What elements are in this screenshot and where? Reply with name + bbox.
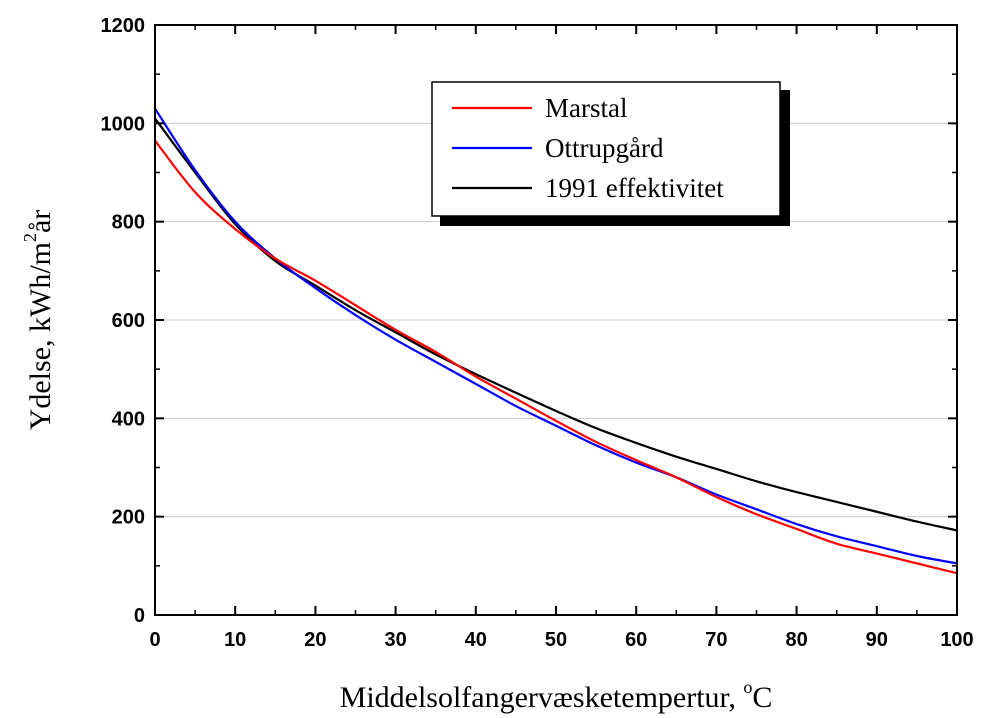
legend-label: 1991 effektivitet: [545, 173, 724, 203]
y-axis-title-sup: 2: [20, 233, 40, 242]
legend-items: Marstal Ottrupgård 1991 effektivitet: [452, 93, 724, 203]
y-axis-title: Ydelse, kWh/m2år: [20, 210, 57, 431]
x-tick-label: 80: [785, 629, 807, 651]
x-tick-label: 20: [304, 629, 326, 651]
legend-label: Marstal: [545, 93, 627, 123]
x-tick-label: 90: [866, 629, 888, 651]
y-tick-label: 400: [112, 408, 145, 430]
series-line-2: [153, 117, 959, 532]
x-tick-label: 0: [149, 629, 160, 651]
x-axis-title-unit-sup: o: [743, 677, 752, 697]
tick-labels: 0 200 400 600 800 1000 1200 0 10 20 30 40 50 60 70 80 90…: [101, 15, 974, 651]
y-tick-label: 0: [134, 605, 145, 627]
y-tick-label: 1200: [101, 15, 146, 37]
y-axis-title-suffix: år: [24, 210, 57, 233]
x-tick-label: 100: [940, 629, 973, 651]
y-tick-label: 600: [112, 310, 145, 332]
x-tick-label: 60: [625, 629, 647, 651]
x-tick-label: 10: [224, 629, 246, 651]
series-lines: [153, 107, 959, 575]
x-axis-title-main: Middelsolfangervæsketempertur,: [340, 681, 744, 714]
axis-ticks: [154, 24, 958, 616]
x-tick-label: 50: [545, 629, 567, 651]
legend-label: Ottrupgård: [545, 133, 664, 163]
y-tick-label: 200: [112, 507, 145, 529]
y-axis-title-main: Ydelse, kWh/m: [24, 242, 57, 430]
x-axis-title-unit: C: [752, 681, 772, 714]
x-tick-label: 40: [465, 629, 487, 651]
legend: Marstal Ottrupgård 1991 effektivitet: [431, 81, 790, 226]
x-tick-label: 30: [384, 629, 406, 651]
x-tick-label: 70: [705, 629, 727, 651]
y-tick-label: 800: [112, 212, 145, 234]
x-axis-title: Middelsolfangervæsketempertur, oC: [340, 677, 773, 714]
y-tick-label: 1000: [101, 113, 146, 135]
series-line-0: [153, 139, 959, 575]
